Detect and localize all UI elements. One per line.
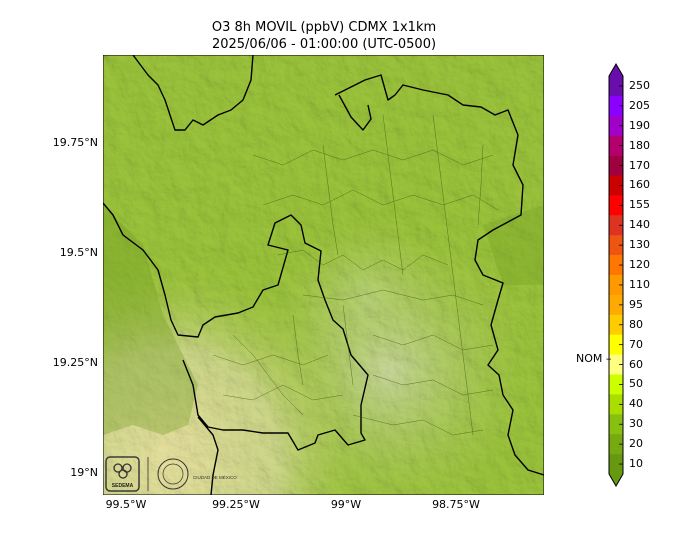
colorbar-segment bbox=[609, 275, 623, 296]
colorbar-segment bbox=[609, 76, 623, 97]
map-panel: SEDEMA CIUDAD DE MÉXICO bbox=[103, 55, 544, 495]
colorbar-tick-label: 250 bbox=[629, 78, 650, 92]
lon-tick-label: 99.5°W bbox=[105, 498, 147, 511]
colorbar-tick-label: 40 bbox=[629, 397, 643, 411]
lat-tick-label: 19.5°N bbox=[59, 246, 98, 259]
colorbar-segment bbox=[609, 374, 623, 395]
colorbar-segment bbox=[609, 414, 623, 435]
colorbar-tick-label: 80 bbox=[629, 317, 643, 331]
ciudad-de-mexico-logo: CIUDAD DE MÉXICO bbox=[157, 458, 237, 490]
colorbar-tick-label: 30 bbox=[629, 417, 643, 431]
colorbar-segment bbox=[609, 95, 623, 117]
svg-text:SEDEMA: SEDEMA bbox=[112, 483, 134, 489]
colorbar-tick-label: 50 bbox=[629, 377, 643, 391]
colorbar-segment bbox=[609, 255, 623, 276]
colorbar-tick-label: 60 bbox=[629, 357, 643, 371]
colorbar-tick-label: 155 bbox=[629, 198, 650, 212]
colorbar-segment bbox=[609, 314, 623, 335]
colorbar-segment bbox=[609, 294, 623, 316]
colorbar-tick-label: 20 bbox=[629, 437, 643, 451]
colorbar-tick-label: 190 bbox=[629, 118, 650, 132]
colorbar-segment bbox=[609, 135, 623, 156]
chart-subtitle: 2025/06/06 - 01:00:00 (UTC-0500) bbox=[211, 37, 437, 52]
colorbar-tick-label: 180 bbox=[629, 138, 650, 152]
colorbar-tick-label: 160 bbox=[629, 178, 650, 192]
colorbar-segment bbox=[609, 195, 623, 216]
colorbar-tick-label: 205 bbox=[629, 98, 650, 112]
chart-title: O3 8h MOVIL (ppbV) CDMX 1x1km bbox=[211, 20, 437, 35]
colorbar-tick-label: 170 bbox=[629, 158, 650, 172]
lon-tick-label: 98.75°W bbox=[432, 498, 480, 511]
sedema-logo: SEDEMA bbox=[105, 456, 140, 492]
colorbar-segment bbox=[609, 155, 623, 176]
colorbar-segment bbox=[609, 434, 623, 455]
lat-tick-label: 19.75°N bbox=[52, 136, 98, 149]
colorbar-extend-max bbox=[609, 64, 623, 76]
colorbar-extend-min bbox=[609, 474, 623, 486]
colorbar-tick-label: 70 bbox=[629, 337, 643, 351]
colorbar-segment bbox=[609, 354, 623, 375]
colorbar-tick-label: 10 bbox=[629, 457, 643, 471]
colorbar bbox=[608, 63, 624, 487]
colorbar-tick-label: 110 bbox=[629, 277, 650, 291]
lat-tick-label: 19.25°N bbox=[52, 356, 98, 369]
colorbar-segment bbox=[609, 115, 623, 136]
colorbar-segment bbox=[609, 215, 623, 236]
colorbar-segment bbox=[609, 454, 623, 475]
colorbar-segment bbox=[609, 175, 623, 196]
nom-reference-label: NOM – bbox=[576, 352, 612, 365]
lon-tick-label: 99.25°W bbox=[212, 498, 260, 511]
colorbar-tick-label: 140 bbox=[629, 218, 650, 232]
colorbar-tick-label: 95 bbox=[629, 297, 643, 311]
svg-text:CIUDAD DE MÉXICO: CIUDAD DE MÉXICO bbox=[193, 474, 237, 480]
lon-tick-label: 99°W bbox=[330, 498, 362, 511]
colorbar-segment bbox=[609, 235, 623, 256]
colorbar-segment bbox=[609, 394, 623, 415]
colorbar-segment bbox=[609, 334, 623, 355]
colorbar-tick-label: 130 bbox=[629, 238, 650, 252]
colorbar-tick-label: 120 bbox=[629, 258, 650, 272]
lat-tick-label: 19°N bbox=[70, 466, 98, 479]
